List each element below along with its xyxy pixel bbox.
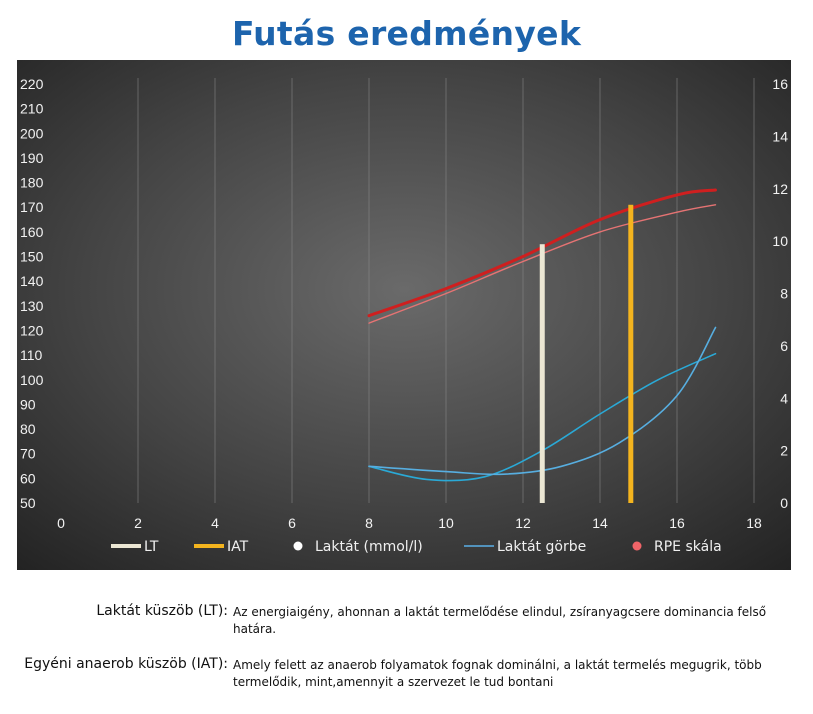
y-right-tick-label: 12 (772, 181, 788, 197)
legend-label: LT (144, 539, 159, 555)
x-tick-label: 14 (592, 515, 608, 531)
lt-note-line: határa. (233, 622, 277, 636)
chart-svg: 0 2 4 6 8 10 12 14 16 185060708090100110120130140… (17, 60, 791, 570)
grid (137, 78, 755, 503)
series-layer (367, 188, 717, 482)
y-left-tick-label: 220 (20, 76, 44, 92)
y-left-tick-label: 120 (20, 322, 44, 338)
y-right-tick-label: 16 (772, 76, 788, 92)
legend-label: Laktát (mmol/l) (315, 539, 423, 555)
x-tick-label: 8 (365, 515, 373, 531)
legend-swatch-dot (293, 541, 303, 551)
x-tick-label: 12 (515, 515, 531, 531)
x-tick-label: 2 (134, 515, 142, 531)
iat-note-label: Egyéni anaerob küszöb (IAT): (24, 656, 228, 672)
legend: LT IAT Laktát (mmol/l) Laktát görbe RPE skál… (111, 539, 722, 555)
y-left-tick-label: 190 (20, 150, 44, 166)
y-right-tick-label: 14 (772, 128, 788, 144)
legend-label: Laktát görbe (497, 539, 586, 555)
series-line-rpe-sk-la (367, 188, 717, 318)
chart-title: Futás eredmények (231, 14, 582, 53)
y-left-tick-label: 180 (20, 175, 44, 191)
iat-note-text: Amely felett az anaerob folyamatok fogna… (233, 657, 793, 691)
series-line-lakt-t-g-rbe (368, 326, 717, 476)
lt-note-label: Laktát küszöb (LT): (96, 603, 228, 619)
lt-note-text: Az energiaigény, ahonnan a laktát termel… (233, 604, 793, 638)
lt-note-line: Az energiaigény, ahonnan a laktát termel… (233, 605, 767, 619)
iat-note-line: termelődik, mint,amennyit a szervezet le… (233, 675, 554, 689)
series-line-series-3 (368, 204, 717, 324)
legend-swatch-dot (632, 541, 642, 551)
legend-label: IAT (227, 539, 249, 555)
y-left-tick-label: 150 (20, 249, 44, 265)
y-left-tick-label: 70 (20, 446, 36, 462)
y-right-tick-label: 6 (780, 338, 788, 354)
marker-iat (628, 204, 634, 504)
iat-note-line: Amely felett az anaerob folyamatok fogna… (233, 658, 762, 672)
y-left-tick-label: 160 (20, 224, 44, 240)
y-left-tick-label: 130 (20, 298, 44, 314)
y-left-tick-label: 60 (20, 470, 36, 486)
x-tick-label: 0 (57, 515, 65, 531)
y-left-tick-label: 210 (20, 101, 44, 117)
axis-ticks: 0 2 4 6 8 10 12 14 16 185060708090100110120130140… (20, 76, 788, 531)
y-left-tick-label: 110 (20, 347, 43, 363)
markers-layer (539, 204, 634, 504)
marker-lt (539, 244, 545, 504)
x-tick-label: 18 (746, 515, 762, 531)
y-right-tick-label: 0 (780, 495, 788, 511)
chart-panel: 0 2 4 6 8 10 12 14 16 18 50 60 70 80 90 100 110 120 130 140… (17, 60, 791, 570)
y-right-tick-label: 4 (780, 390, 788, 406)
y-left-tick-label: 170 (20, 199, 44, 215)
chart-background (17, 60, 791, 570)
y-right-tick-label: 2 (780, 443, 788, 459)
x-tick-label: 6 (288, 515, 296, 531)
legend-label: RPE skála (654, 539, 722, 555)
x-tick-label: 4 (211, 515, 219, 531)
y-left-tick-label: 100 (20, 372, 44, 388)
y-left-tick-label: 140 (20, 273, 44, 289)
y-right-tick-label: 10 (772, 233, 788, 249)
x-tick-label: 10 (438, 515, 454, 531)
y-left-tick-label: 200 (20, 125, 44, 141)
y-left-tick-label: 80 (20, 421, 36, 437)
y-left-tick-label: 50 (20, 495, 36, 511)
y-left-tick-label: 90 (20, 396, 36, 412)
x-tick-label: 16 (669, 515, 685, 531)
y-right-tick-label: 8 (780, 286, 788, 302)
